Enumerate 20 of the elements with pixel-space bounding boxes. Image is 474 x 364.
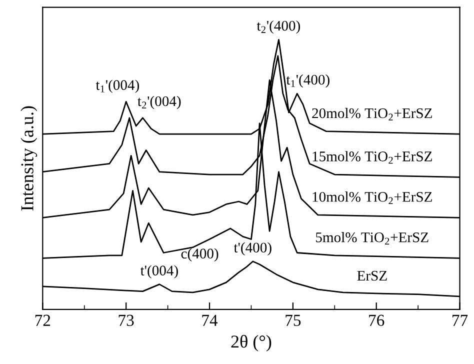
series-label: 20mol% TiO$_{2}$+ErSZ (312, 108, 432, 120)
series-label: 15mol% TiO$_{2}$+ErSZ (312, 151, 432, 164)
x-tick-label: 72 (35, 314, 50, 326)
series-label: 10mol% TiO$_{2}$+ErSZ (312, 192, 432, 204)
annotation: t'(400) (234, 242, 272, 256)
x-tick-label: 77 (452, 314, 468, 326)
annotation: t$_{2}$'(004) (138, 96, 181, 110)
y-axis-title: Intensity (a.u.) (20, 106, 38, 211)
annotation: t$_{1}$'(400) (286, 74, 330, 88)
x-tick-label: 75 (286, 314, 301, 326)
x-axis-title: 2θ (°) (231, 334, 272, 352)
annotation: t$_{1}$'(004) (96, 80, 139, 93)
series-label: ErSZ (357, 270, 387, 281)
annotation: t$_{2}$'(400) (256, 20, 300, 34)
x-tick-label: 74 (202, 314, 218, 326)
annotation: t'(004) (140, 265, 178, 278)
x-tick-label: 73 (118, 314, 134, 326)
x-tick-label: 76 (369, 314, 384, 326)
annotation: c(400) (181, 248, 218, 262)
series-label: 5mol% TiO$_{2}$+ErSZ (316, 232, 428, 245)
